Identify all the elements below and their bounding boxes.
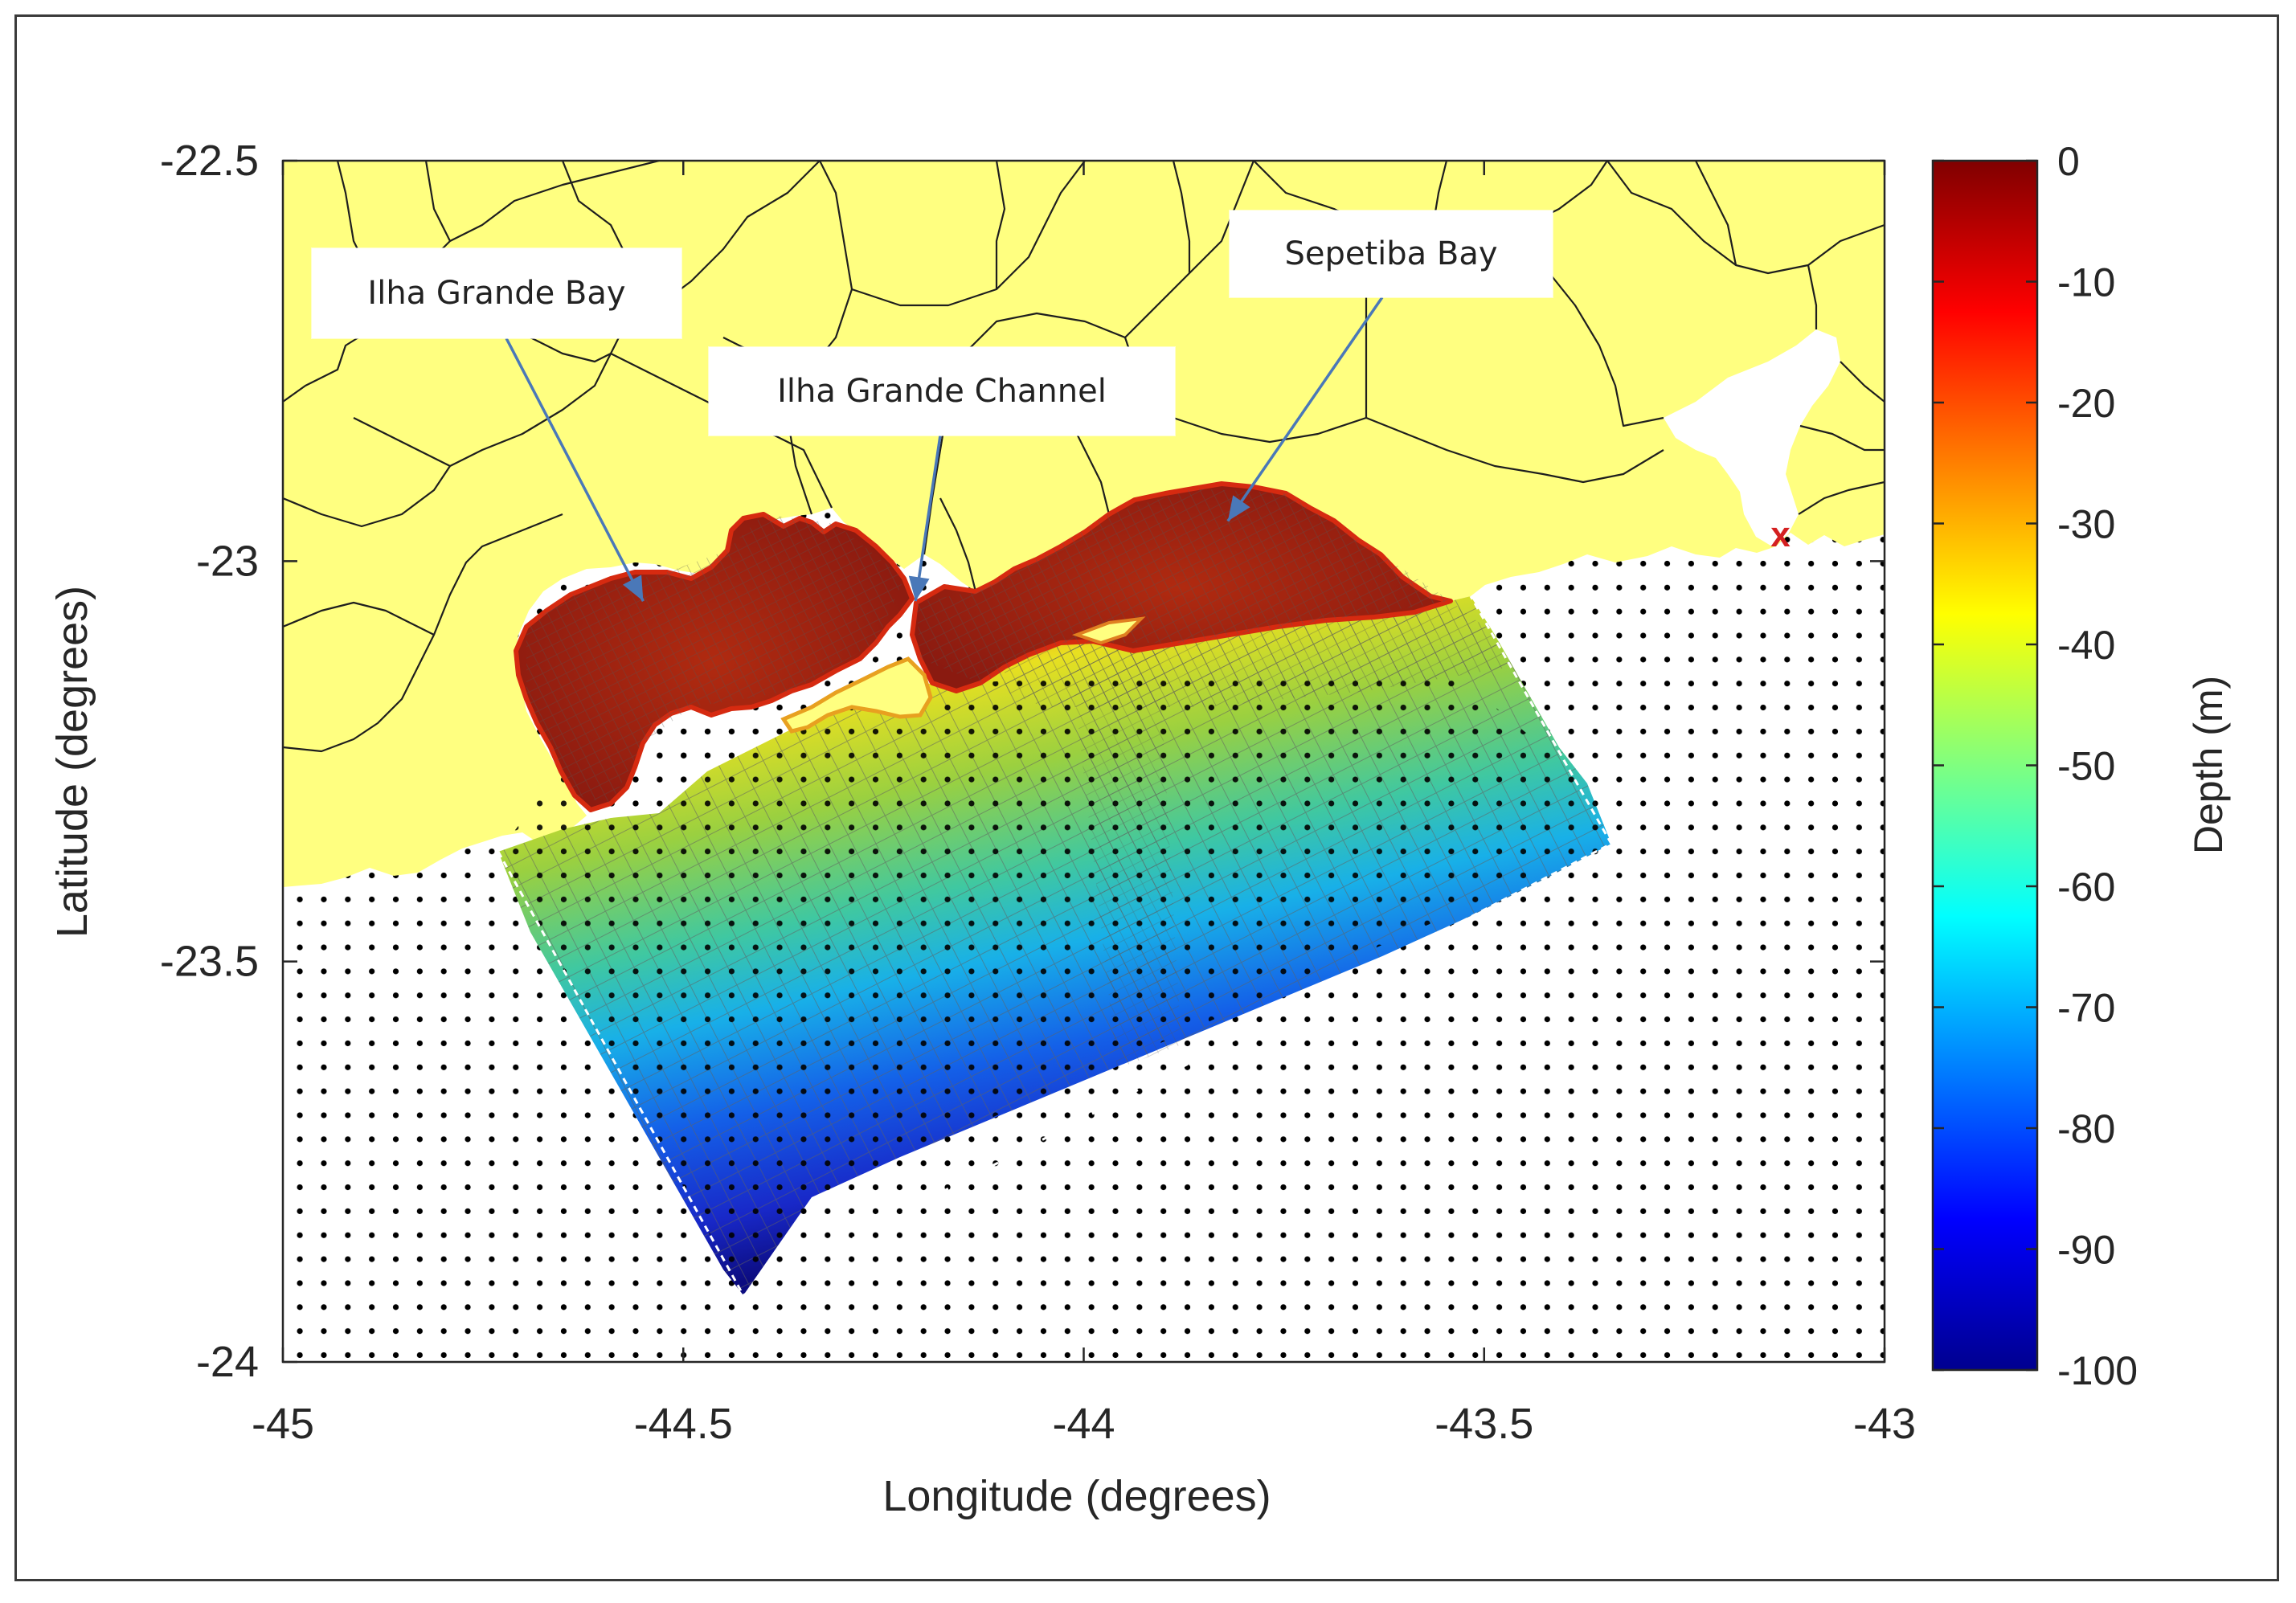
map-marker: x [1770, 515, 1791, 554]
colorbar-tick-label: -30 [2057, 502, 2115, 547]
annotation-arrow-head [908, 575, 930, 602]
x-tick-label: -45 [252, 1400, 314, 1448]
x-tick-label: -43 [1853, 1400, 1916, 1448]
callout-ilha-grande-bay: Ilha Grande Bay [312, 248, 681, 338]
y-tick-label: -23 [196, 537, 259, 585]
colorbar-label: Depth (m) [2186, 676, 2231, 854]
x-axis-ticks: -45 -44.5 -44 -43.5 -43 [252, 161, 1916, 1448]
y-tick-label: -22.5 [160, 137, 259, 185]
model-grid [497, 595, 1614, 1298]
sepetiba-bay-region [910, 481, 1453, 693]
marambaia-gap [1072, 616, 1146, 645]
colorbar: 0 -10 -20 -30 -40 -50 -60 -70 -80 -90 -100 Depth (… [1931, 139, 2231, 1393]
colorbar-tick-label: -20 [2057, 381, 2115, 426]
colorbar-tick-label: 0 [2057, 139, 2080, 184]
colorbar-tick-label: -50 [2057, 744, 2115, 789]
y-tick-label: -24 [196, 1338, 259, 1386]
x-axis-label: Longitude (degrees) [882, 1472, 1271, 1520]
annotation-arrows [505, 296, 1384, 602]
colorbar-tick-label: -10 [2057, 260, 2115, 305]
guanabara-bay [1664, 329, 1840, 546]
y-axis-label: Latitude (degrees) [48, 586, 96, 938]
callout-sepetiba-bay: Sepetiba Bay [1230, 211, 1553, 297]
colorbar-tick-label: -40 [2057, 623, 2115, 668]
annotation-arrow-line [505, 337, 645, 602]
y-tick-label: -23.5 [160, 938, 259, 986]
colorbar-tick-label: -80 [2057, 1106, 2115, 1151]
colorbar-tick-label: -70 [2057, 986, 2115, 1031]
colorbar-tick-label: -60 [2057, 865, 2115, 910]
annotation-arrow-line [914, 435, 942, 602]
x-tick-label: -44.5 [634, 1400, 733, 1448]
y-axis-ticks: -22.5 -23 -23.5 -24 [160, 137, 1885, 1386]
callout-ilha-grande-channel: Ilha Grande Channel [709, 347, 1175, 436]
colorbar-scale [1931, 159, 2039, 1372]
land-mass [283, 161, 1885, 887]
annotation-arrow-head [1227, 495, 1250, 521]
x-tick-label: -43.5 [1434, 1400, 1533, 1448]
ilha-grande-island [780, 656, 933, 734]
colorbar-ticks: 0 -10 -20 -30 -40 -50 -60 -70 -80 -90 -100 [1933, 139, 2138, 1393]
annotation-arrow-head [623, 575, 644, 602]
map-area: x [283, 161, 1885, 1362]
x-tick-label: -44 [1052, 1400, 1115, 1448]
colorbar-tick-label: -100 [2057, 1348, 2138, 1393]
colorbar-tick-label: -90 [2057, 1228, 2115, 1273]
ilha-grande-bay-region [514, 512, 915, 812]
annotation-arrow-line [1226, 296, 1384, 522]
